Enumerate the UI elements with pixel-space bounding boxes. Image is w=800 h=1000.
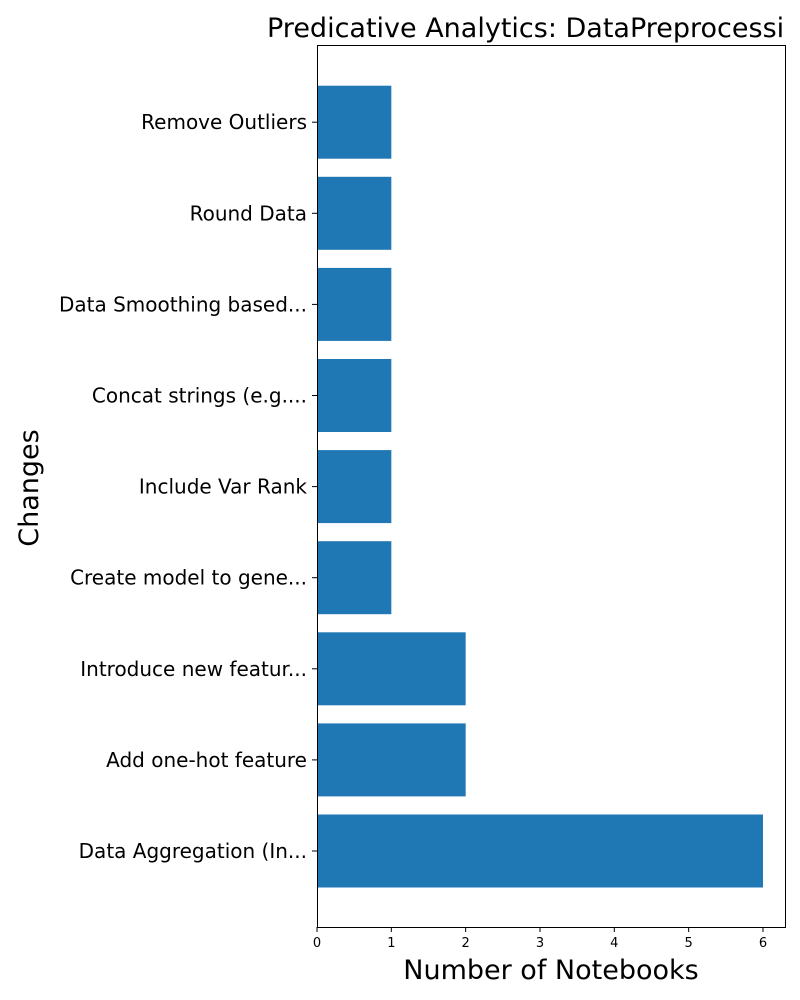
x-tick-label: 5 <box>685 936 693 951</box>
y-tick-label: Add one-hot feature <box>106 748 307 772</box>
x-tick-label: 0 <box>313 936 321 951</box>
y-tick-label: Data Smoothing based... <box>59 292 307 316</box>
y-tick-label: Create model to gene... <box>70 566 307 590</box>
bar <box>317 723 466 797</box>
bar <box>317 541 392 615</box>
x-tick-label: 4 <box>610 936 618 951</box>
x-tick-label: 2 <box>462 936 470 951</box>
bar <box>317 85 392 159</box>
y-tick-label: Data Aggregation (In... <box>79 839 307 863</box>
chart-title: Predicative Analytics: DataPreprocessi <box>267 13 784 44</box>
bar <box>317 359 392 432</box>
x-axis-ticks: 0 1 2 3 4 5 6 <box>313 927 767 951</box>
bar <box>317 176 392 250</box>
y-tick-label: Remove Outliers <box>141 110 307 134</box>
bar <box>317 450 392 524</box>
plot-frame <box>317 45 786 928</box>
y-tick-label: Concat strings (e.g.... <box>92 384 307 408</box>
bar <box>317 632 466 706</box>
bar <box>317 267 392 341</box>
y-tick-label: Round Data <box>190 201 307 225</box>
x-tick-label: 1 <box>387 936 395 951</box>
bar <box>317 814 763 888</box>
bar-group <box>317 85 763 888</box>
y-tick-label: Introduce new featur... <box>80 657 307 681</box>
x-tick-label: 6 <box>759 936 767 951</box>
y-axis-label: Changes <box>14 429 45 546</box>
y-tick-label: Include Var Rank <box>139 475 308 499</box>
x-axis-label: Number of Notebooks <box>403 955 698 986</box>
x-tick-label: 3 <box>536 936 544 951</box>
category-labels: Data Aggregation (In... Add one-hot featu… <box>59 110 317 863</box>
